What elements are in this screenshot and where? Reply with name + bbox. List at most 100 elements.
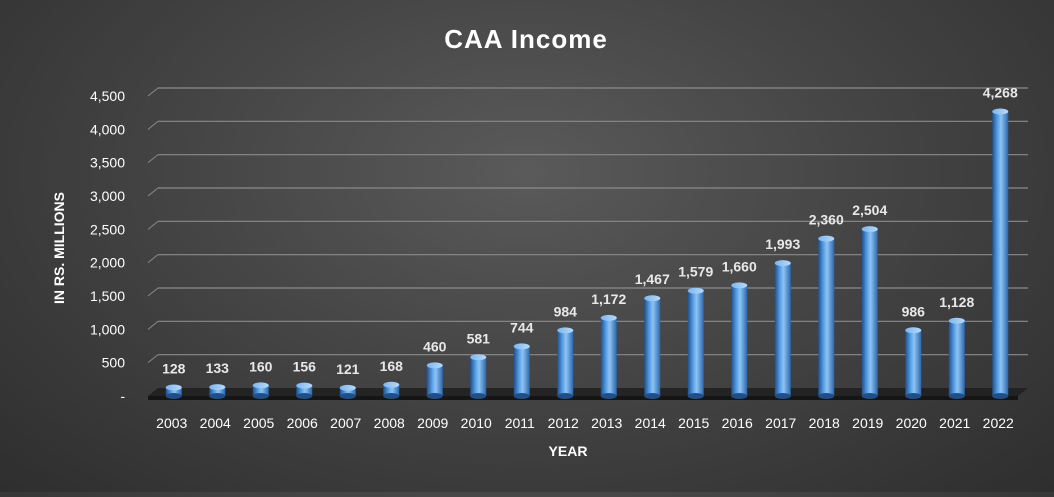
bar-cap <box>905 327 922 334</box>
y-axis-tick-labels: - 500 1,000 1,500 2,000 2,500 3,000 3,500 4,000 4… <box>90 88 125 404</box>
bars <box>165 108 1009 399</box>
chart-title: CAA Income <box>444 24 608 54</box>
bar-cap <box>470 354 487 361</box>
data-label: 1,172 <box>591 291 626 307</box>
bar-base <box>339 393 356 399</box>
gridline-edge <box>147 120 159 130</box>
bar-base <box>818 393 835 399</box>
chart-floor <box>148 388 1028 400</box>
x-tick-label: 2022 <box>983 415 1014 431</box>
bar-cap <box>992 108 1009 115</box>
gridline-edge <box>147 354 159 364</box>
data-label: 121 <box>336 361 360 377</box>
data-labels: 128 133 160 156 121 168 460 581 744 984 1,172 1,467… <box>162 84 1018 376</box>
bar-base <box>774 393 791 399</box>
x-tick-label: 2012 <box>548 415 579 431</box>
bar <box>165 384 182 399</box>
bar <box>426 362 443 399</box>
x-tick-label: 2007 <box>330 415 361 431</box>
bar-base <box>383 393 400 399</box>
x-tick-label: 2013 <box>591 415 622 431</box>
bar-cap <box>818 235 835 242</box>
bar-cap <box>339 384 356 391</box>
y-axis-title: IN RS. MILLIONS <box>51 192 67 304</box>
data-label: 156 <box>293 359 317 375</box>
y-tick-label: 3,500 <box>90 155 125 171</box>
x-tick-label: 2021 <box>939 415 970 431</box>
floor-front <box>148 396 1018 400</box>
bar-cap <box>687 287 704 294</box>
y-tick-label: 500 <box>102 355 126 371</box>
bar-body <box>296 385 313 396</box>
bar <box>600 314 617 399</box>
bar-cap <box>209 384 226 391</box>
bar <box>470 354 487 399</box>
bar-body <box>470 357 487 396</box>
data-label: 986 <box>902 303 926 319</box>
bar-body <box>209 387 226 396</box>
bar-body <box>426 365 443 396</box>
bar-cap <box>513 343 530 350</box>
x-tick-label: 2008 <box>374 415 405 431</box>
bar-base <box>296 393 313 399</box>
bar <box>861 226 878 399</box>
gridline-edge <box>147 154 159 164</box>
bar <box>339 384 356 399</box>
bar-base <box>644 393 661 399</box>
bar-base <box>731 393 748 399</box>
bar-cap <box>296 382 313 389</box>
y-tick-label: 2,500 <box>90 221 125 237</box>
bar-cap <box>600 314 617 321</box>
data-label: 581 <box>467 330 491 346</box>
bar-body <box>165 387 182 396</box>
bar-base <box>557 393 574 399</box>
bar <box>644 295 661 399</box>
gridline-edge <box>147 287 159 297</box>
bar-base <box>470 393 487 399</box>
x-axis-title: YEAR <box>549 443 588 459</box>
bar-cap <box>165 384 182 391</box>
x-axis-tick-labels: 2003 2004 2005 2006 2007 2008 2009 2010 2011 2012… <box>156 415 1014 431</box>
x-tick-label: 2017 <box>765 415 796 431</box>
bar-body <box>992 111 1009 396</box>
bar-base <box>905 393 922 399</box>
x-tick-label: 2003 <box>156 415 187 431</box>
x-tick-label: 2010 <box>461 415 492 431</box>
bar <box>774 260 791 399</box>
bar <box>818 235 835 399</box>
bar-base <box>948 393 965 399</box>
gridline-edge <box>147 220 159 230</box>
data-label: 1,993 <box>765 236 800 252</box>
bar-body <box>948 320 965 396</box>
bar-base <box>209 393 226 399</box>
data-label: 2,504 <box>852 202 887 218</box>
bar-cap <box>731 282 748 289</box>
bar-body <box>644 298 661 396</box>
bar-body <box>687 290 704 396</box>
bar-cap <box>774 260 791 267</box>
bar-base <box>165 393 182 399</box>
bar-cap <box>426 362 443 369</box>
gridlines <box>147 87 1028 364</box>
floor-top <box>148 388 1028 396</box>
bar <box>905 327 922 399</box>
bar <box>731 282 748 399</box>
bar-cap <box>861 226 878 233</box>
data-label: 2,360 <box>809 212 844 228</box>
gridline-edge <box>147 254 159 264</box>
gridline-edge <box>147 320 159 330</box>
data-label: 1,467 <box>635 271 670 287</box>
bar <box>557 327 574 399</box>
y-tick-label: 3,000 <box>90 188 125 204</box>
bar-cap <box>383 381 400 388</box>
bar <box>296 382 313 399</box>
bar-cap <box>644 295 661 302</box>
bar-body <box>905 330 922 396</box>
bar-cap <box>557 327 574 334</box>
y-tick-label: 2,000 <box>90 255 125 271</box>
bar-base <box>687 393 704 399</box>
bar-base <box>252 393 269 399</box>
bar <box>948 317 965 399</box>
